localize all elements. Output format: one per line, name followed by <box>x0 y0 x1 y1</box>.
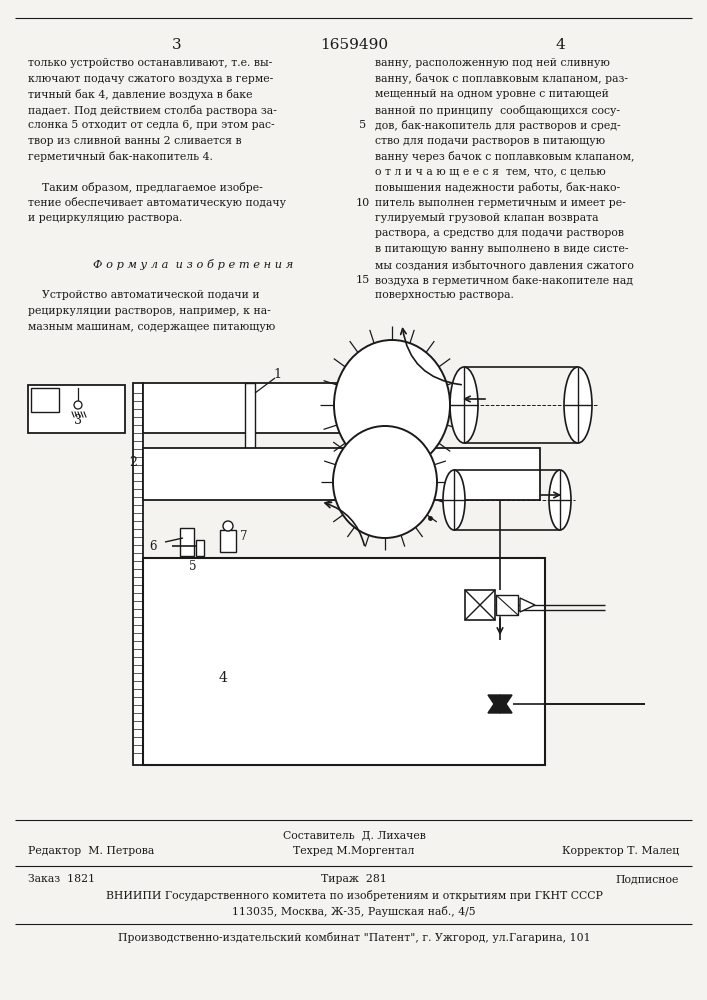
Polygon shape <box>488 695 512 713</box>
Polygon shape <box>520 598 535 612</box>
Text: падает. Под действием столба раствора за-: падает. Под действием столба раствора за… <box>28 104 276 115</box>
Ellipse shape <box>549 470 571 530</box>
Ellipse shape <box>334 340 450 470</box>
Bar <box>196 540 204 556</box>
Text: 3: 3 <box>173 38 182 52</box>
Text: Составитель  Д. Лихачев: Составитель Д. Лихачев <box>283 830 426 840</box>
Bar <box>220 530 236 552</box>
Text: Подписное: Подписное <box>616 874 679 884</box>
Text: дов, бак-накопитель для растворов и сред-: дов, бак-накопитель для растворов и сред… <box>375 120 621 131</box>
Bar <box>496 595 518 615</box>
Text: ство для подачи растворов в питающую: ство для подачи растворов в питающую <box>375 135 605 145</box>
Text: 4: 4 <box>555 38 565 52</box>
Text: 113035, Москва, Ж-35, Раушская наб., 4/5: 113035, Москва, Ж-35, Раушская наб., 4/5 <box>232 906 476 917</box>
Text: поверхностью раствора.: поверхностью раствора. <box>375 290 514 300</box>
Text: раствора, а средство для подачи растворов: раствора, а средство для подачи растворо… <box>375 229 624 238</box>
Text: Редактор  М. Петрова: Редактор М. Петрова <box>28 846 154 856</box>
Text: 3: 3 <box>74 414 82 428</box>
Text: 1: 1 <box>273 368 281 381</box>
Bar <box>143 383 340 433</box>
Text: тение обеспечивает автоматическую подачу: тение обеспечивает автоматическую подачу <box>28 198 286 209</box>
Bar <box>143 448 540 500</box>
Text: Ф о р м у л а  и з о б р е т е н и я: Ф о р м у л а и з о б р е т е н и я <box>93 259 293 270</box>
Text: герметичный бак-накопитель 4.: герметичный бак-накопитель 4. <box>28 151 213 162</box>
Bar <box>28 385 125 433</box>
Text: рециркуляции растворов, например, к на-: рециркуляции растворов, например, к на- <box>28 306 271 316</box>
Text: Производственно-издательский комбинат "Патент", г. Ужгород, ул.Гагарина, 101: Производственно-издательский комбинат "П… <box>117 932 590 943</box>
Text: только устройство останавливают, т.е. вы-: только устройство останавливают, т.е. вы… <box>28 58 272 68</box>
Circle shape <box>223 521 233 531</box>
Polygon shape <box>488 695 512 713</box>
Text: 5: 5 <box>189 560 197 573</box>
Ellipse shape <box>564 367 592 443</box>
Text: Таким образом, предлагаемое изобре-: Таким образом, предлагаемое изобре- <box>28 182 263 193</box>
Text: и рециркуляцию раствора.: и рециркуляцию раствора. <box>28 213 182 223</box>
Text: о т л и ч а ю щ е е с я  тем, что, с целью: о т л и ч а ю щ е е с я тем, что, с цель… <box>375 166 606 176</box>
Text: ванну через бачок с поплавковым клапаном,: ванну через бачок с поплавковым клапаном… <box>375 151 634 162</box>
Text: в питающую ванну выполнено в виде систе-: в питающую ванну выполнено в виде систе- <box>375 244 629 254</box>
Text: ванной по принципу  сообщающихся сосу-: ванной по принципу сообщающихся сосу- <box>375 104 620 115</box>
Text: 6: 6 <box>149 540 157 552</box>
Text: 2: 2 <box>129 456 137 469</box>
Bar <box>31 388 59 412</box>
Text: мещенный на одном уровне с питающей: мещенный на одном уровне с питающей <box>375 89 609 99</box>
Text: ванну, расположенную под ней сливную: ванну, расположенную под ней сливную <box>375 58 610 68</box>
Text: Заказ  1821: Заказ 1821 <box>28 874 95 884</box>
Text: питель выполнен герметичным и имеет ре-: питель выполнен герметичным и имеет ре- <box>375 198 626 208</box>
Text: твор из сливной ванны 2 сливается в: твор из сливной ванны 2 сливается в <box>28 135 242 145</box>
Text: ВНИИПИ Государственного комитета по изобретениям и открытиям при ГКНТ СССР: ВНИИПИ Государственного комитета по изоб… <box>105 890 602 901</box>
Text: тичный бак 4, давление воздуха в баке: тичный бак 4, давление воздуха в баке <box>28 89 252 100</box>
Text: гулируемый грузовой клапан возврата: гулируемый грузовой клапан возврата <box>375 213 599 223</box>
Ellipse shape <box>450 367 478 443</box>
Text: повышения надежности работы, бак-нако-: повышения надежности работы, бак-нако- <box>375 182 620 193</box>
Text: Тираж  281: Тираж 281 <box>321 874 387 884</box>
Text: Техред М.Моргентал: Техред М.Моргентал <box>293 846 415 856</box>
Text: 5: 5 <box>359 120 366 130</box>
Text: Устройство автоматической подачи и: Устройство автоматической подачи и <box>28 290 259 300</box>
Bar <box>143 558 545 765</box>
Text: 1659490: 1659490 <box>320 38 388 52</box>
Text: мы создания избыточного давления сжатого: мы создания избыточного давления сжатого <box>375 259 634 270</box>
Text: ванну, бачок с поплавковым клапаном, раз-: ванну, бачок с поплавковым клапаном, раз… <box>375 74 628 85</box>
Text: 7: 7 <box>240 530 247 542</box>
Text: Корректор Т. Малец: Корректор Т. Малец <box>562 846 679 856</box>
Text: 15: 15 <box>356 275 370 285</box>
Text: 10: 10 <box>356 198 370 208</box>
Bar <box>465 590 495 620</box>
Text: мазным машинам, содержащее питающую: мазным машинам, содержащее питающую <box>28 322 275 332</box>
Bar <box>245 383 255 468</box>
Ellipse shape <box>333 426 437 538</box>
Text: ключают подачу сжатого воздуха в герме-: ключают подачу сжатого воздуха в герме- <box>28 74 273 84</box>
Bar <box>180 528 194 556</box>
Ellipse shape <box>443 470 465 530</box>
Circle shape <box>74 401 82 409</box>
Text: 4: 4 <box>218 671 228 685</box>
Text: воздуха в герметичном баке-накопителе над: воздуха в герметичном баке-накопителе на… <box>375 275 633 286</box>
Bar <box>133 383 143 765</box>
Text: слонка 5 отходит от седла 6, при этом рас-: слонка 5 отходит от седла 6, при этом ра… <box>28 120 274 130</box>
